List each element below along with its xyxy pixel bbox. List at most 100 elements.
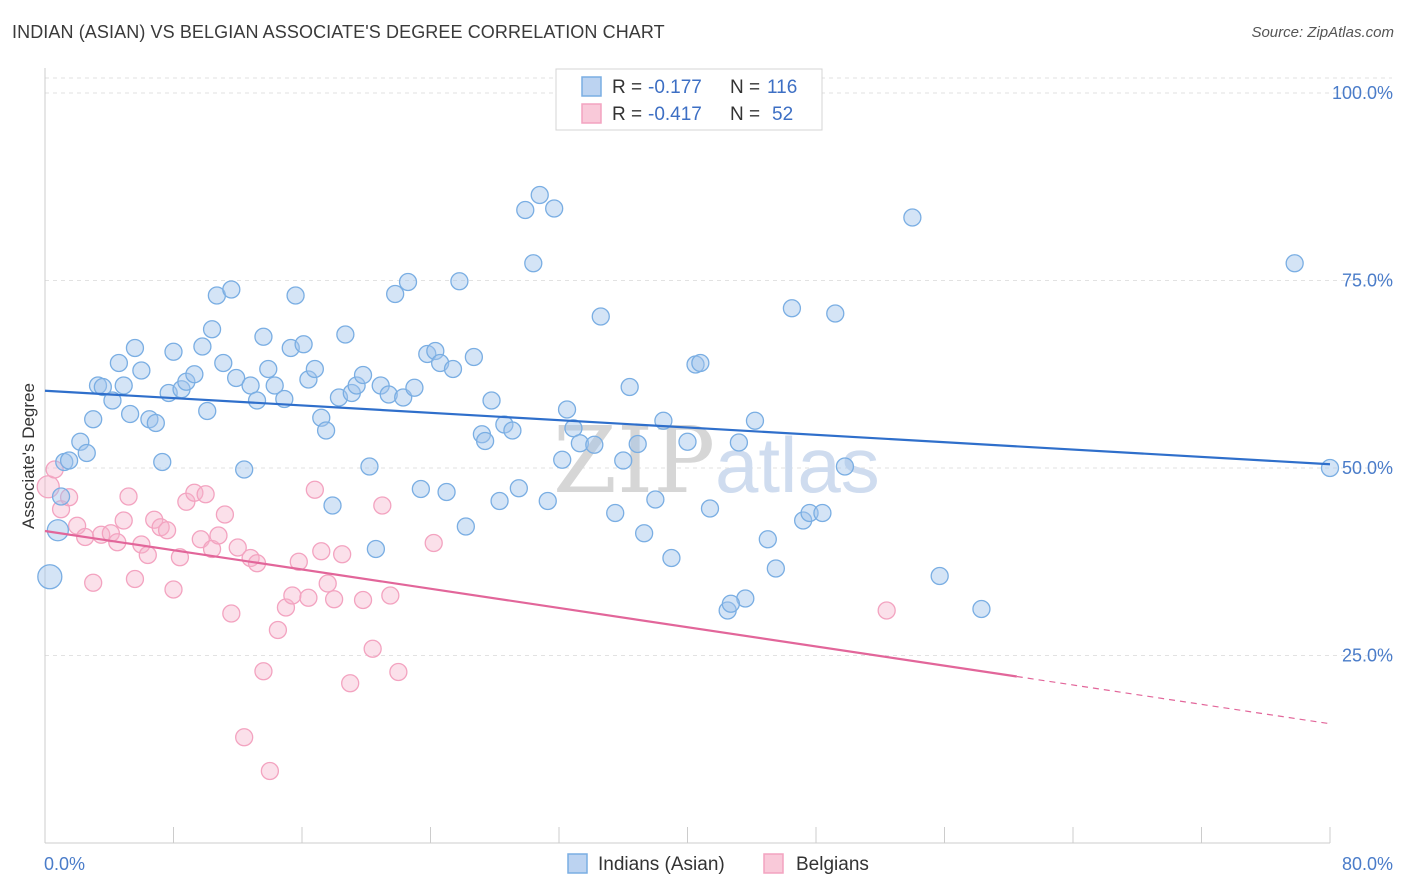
- bottom-legend-swatch-indians: [567, 853, 588, 874]
- indians-point-103: [766, 559, 785, 578]
- indians-point-31: [235, 460, 254, 479]
- indians-point-55: [386, 284, 405, 304]
- indians-point-114: [1320, 458, 1340, 478]
- y-tick-label-1: 50.0%: [1342, 458, 1393, 478]
- indians-point-20: [164, 342, 183, 361]
- grid-lines: [45, 77, 1392, 656]
- indians-point-97: [700, 499, 720, 518]
- belgians-point-42: [324, 590, 344, 609]
- indians-point-52: [366, 539, 386, 559]
- indians-point-63: [437, 482, 456, 502]
- indians-point-80: [553, 450, 572, 469]
- indians-point-42: [305, 359, 325, 379]
- indians-point-65: [450, 272, 469, 291]
- indians-point-45: [323, 496, 342, 515]
- belgians-point-10: [114, 511, 133, 530]
- belgians-point-32: [254, 662, 273, 681]
- indians-point-107: [813, 503, 832, 523]
- y-tick-label-2: 75.0%: [1342, 271, 1393, 291]
- belgians-point-34: [268, 620, 288, 640]
- indians-point-76: [524, 254, 543, 273]
- bottom-legend: Indians (Asian) Belgians: [567, 853, 869, 875]
- indians-point-69: [475, 431, 495, 451]
- indians-point-93: [662, 548, 681, 568]
- indians-point-101: [745, 411, 765, 430]
- belgians-point-48: [381, 586, 400, 605]
- belgians-point-46: [363, 639, 382, 658]
- watermark-atlas: atlas: [715, 421, 880, 509]
- legend-n-value-2: 52: [772, 104, 793, 125]
- belgians-point-29: [235, 728, 254, 747]
- indians-point-36: [265, 376, 284, 395]
- indians-point-13: [120, 404, 140, 424]
- indians-point-113: [1285, 254, 1304, 273]
- belgians-point-45: [353, 590, 373, 610]
- belgians-point-44: [341, 674, 360, 693]
- indians-point-102: [758, 530, 777, 549]
- belgians-point-11: [119, 487, 138, 506]
- indians-point-110: [903, 208, 922, 227]
- indians-point-54: [379, 385, 398, 404]
- indians-point-104: [782, 299, 802, 318]
- indians-point-11: [109, 353, 129, 373]
- indians-point-78: [538, 491, 557, 511]
- belgians-trend-extension: [1016, 675, 1331, 725]
- indians-point-39: [286, 286, 305, 305]
- belgians-point-38: [299, 588, 318, 607]
- belgians-point-14: [138, 545, 157, 565]
- indians-point-66: [456, 517, 475, 536]
- indians-point-4: [59, 451, 79, 470]
- indians-point-2: [51, 487, 71, 506]
- indians-point-44: [316, 421, 336, 440]
- trend-lines: [44, 389, 1331, 725]
- indians-point-25: [198, 401, 217, 421]
- belgians-point-15: [145, 510, 164, 529]
- belgians-point-33: [260, 761, 280, 781]
- indians-trend-line: [44, 389, 1331, 466]
- indians-point-90: [634, 524, 654, 543]
- indians-point-79: [545, 199, 564, 218]
- bottom-legend-swatch-belgians: [763, 853, 784, 874]
- y-tick-label-3: 100.0%: [1332, 83, 1393, 103]
- indians-point-115: [721, 594, 741, 613]
- y-axis-label: Associate's Degree: [19, 383, 38, 529]
- indians-point-30: [226, 368, 246, 388]
- indians-point-64: [443, 359, 463, 379]
- belgians-point-47: [373, 496, 392, 515]
- indians-point-81: [557, 400, 577, 419]
- indians-point-12: [114, 376, 133, 395]
- bottom-legend-indians: Indians (Asian): [598, 854, 725, 875]
- indians-point-105: [794, 511, 813, 530]
- indians-point-14: [125, 338, 145, 358]
- indians-point-24: [193, 337, 212, 356]
- indians-point-51: [360, 457, 379, 476]
- belgians-point-23: [196, 485, 215, 504]
- indians-point-75: [516, 200, 535, 220]
- belgians-point-18: [164, 580, 183, 599]
- indians-point-17: [146, 413, 165, 433]
- y-tick-label-0: 25.0%: [1342, 646, 1393, 666]
- indians-point-7: [84, 410, 103, 429]
- legend-r-label-2: R =: [612, 104, 642, 125]
- indians-point-29: [222, 280, 241, 299]
- indians-point-77: [530, 185, 549, 205]
- indians-point-50: [353, 365, 373, 385]
- indians-point-10: [103, 391, 122, 410]
- indians-points: [37, 185, 1340, 620]
- legend-n-label-2: N =: [730, 104, 760, 125]
- belgians-point-25: [209, 526, 228, 545]
- belgians-point-28: [228, 538, 247, 557]
- belgians-trend-line: [44, 529, 1017, 678]
- indians-point-1: [46, 519, 69, 542]
- indians-point-59: [411, 479, 431, 499]
- belgians-point-49: [389, 662, 408, 682]
- indians-point-73: [503, 421, 522, 440]
- top-legend: R = -0.177 N = 116 R = -0.417 N = 52: [555, 68, 823, 131]
- indians-point-23: [185, 365, 204, 384]
- indians-point-112: [972, 599, 991, 619]
- indians-point-74: [509, 479, 528, 498]
- indians-point-26: [202, 320, 222, 339]
- indians-point-86: [606, 503, 625, 523]
- belgians-point-39: [305, 480, 325, 499]
